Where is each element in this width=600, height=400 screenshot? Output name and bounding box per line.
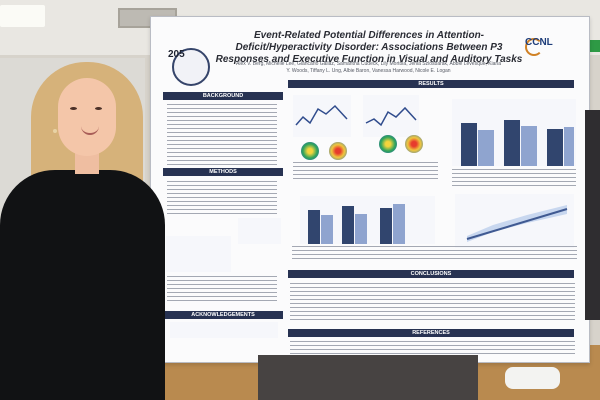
white-shoes [505,367,560,389]
topomap-icon [379,135,397,153]
background-header: BACKGROUND [163,92,283,100]
topomap-icon [405,135,423,153]
background-text [167,104,277,166]
woman-shirt [0,170,165,400]
bar-mark [393,204,405,244]
poster-number: 205 [168,49,185,60]
left-eye [70,107,77,110]
waveform-left-icon [295,104,348,126]
results-header: RESULTS [288,80,574,88]
erp-waveform-left [293,95,351,137]
ceiling-light [0,5,45,27]
earring-icon [53,129,57,133]
assessment-icons [166,236,231,272]
methods-header: METHODS [163,168,283,176]
woman-face [58,78,116,156]
methods-text [167,181,277,217]
institution-logos [170,322,278,338]
bar-mark [342,206,354,244]
correlation-line-icon [466,205,568,242]
results-bar-chart-right [452,99,576,166]
lab-logo: CCNL [525,37,553,48]
correlation-plot [455,194,574,248]
bar-mark [547,129,563,166]
bar-mark [355,214,367,244]
poster-authors: Alex V. Berg, Michelle Lee, Giancarlo Ga… [236,61,501,74]
statistics-text [167,276,277,304]
acknowledgements-header: ACKNOWLEDGEMENTS [163,311,283,319]
right-eye [95,107,102,110]
person-at-edge [585,110,600,320]
result-notes [292,246,577,260]
references-header: REFERENCES [288,329,574,337]
conclusions-text [290,283,575,321]
bar-mark [478,130,494,166]
results-bar-chart-left [300,196,435,244]
bar-mark [504,120,520,166]
smile [81,126,99,135]
topomap-icon [329,142,347,160]
method-diagram [238,218,281,244]
bar-mark [321,215,333,244]
bar-mark [461,123,477,166]
bar-mark [380,208,392,244]
lab-logo-icon [525,38,543,56]
background-people-legs [258,355,478,400]
bar-mark [521,126,537,166]
poster-title: Event-Related Potential Differences in A… [215,30,523,65]
university-seal-icon [172,48,210,86]
waveform-right-icon [365,106,417,127]
bar-mark [564,127,574,166]
topomap-icon [301,142,319,160]
figure-caption [293,162,438,180]
bar-mark [308,210,320,244]
chart-caption [452,169,576,187]
conclusions-header: CONCLUSIONS [288,270,574,278]
references-text [290,341,575,354]
erp-waveform-right [363,95,419,137]
